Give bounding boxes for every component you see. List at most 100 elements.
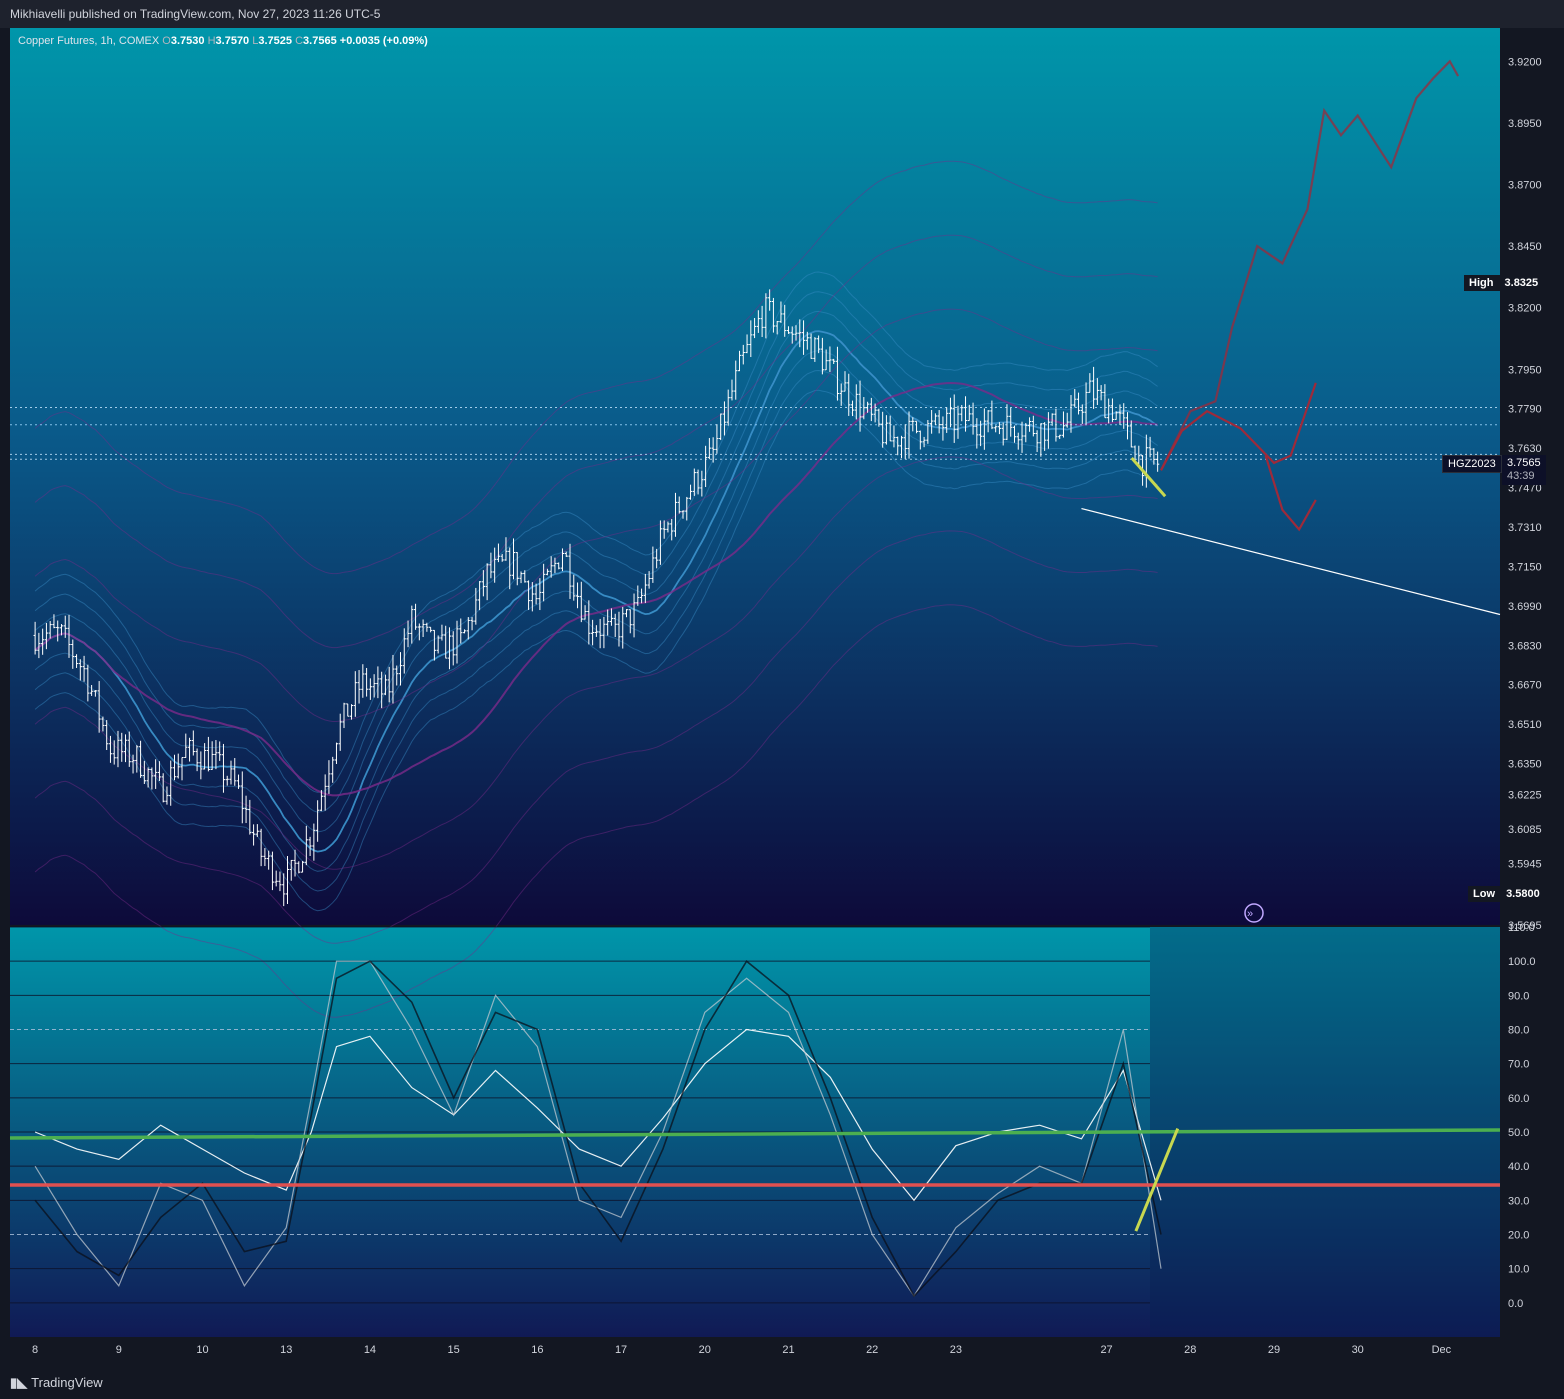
main-pane-bg xyxy=(10,28,1500,925)
osc-series-0 xyxy=(34,1028,1162,1202)
last-price: 3.7565 xyxy=(1507,457,1541,469)
price-tick-label: 3.8700 xyxy=(1508,179,1542,191)
osc-tick-label: 60.0 xyxy=(1508,1093,1529,1105)
price-tick-label: 3.6510 xyxy=(1508,719,1542,731)
change-value: +0.0035 (+0.09%) xyxy=(339,35,428,47)
close-value: 3.7565 xyxy=(303,35,337,47)
price-tick-label: 3.6990 xyxy=(1508,601,1542,613)
ribbon-band-3 xyxy=(34,330,1159,853)
tradingview-logo[interactable]: ▮◣ TradingView xyxy=(10,1375,103,1391)
ribbon-band-4 xyxy=(34,310,1158,833)
price-tick-label: 3.9200 xyxy=(1508,56,1542,68)
time-tick-label: 9 xyxy=(116,1344,122,1356)
low-marker: Low 3.5800 xyxy=(1468,886,1545,902)
open-value: 3.7530 xyxy=(170,35,205,47)
osc-tick-label: 110.0 xyxy=(1508,922,1535,934)
high-marker: High 3.8325 xyxy=(1464,275,1544,291)
green-level-line xyxy=(9,1128,1501,1140)
brand-name: TradingView xyxy=(31,1375,103,1390)
osc-tick-label: 100.0 xyxy=(1508,956,1536,968)
price-tick-label: 3.7470 xyxy=(1508,483,1542,495)
price-tick-label: 3.7150 xyxy=(1508,561,1542,573)
time-tick-label: Dec xyxy=(1432,1344,1452,1356)
replay-icon[interactable] xyxy=(1244,903,1264,923)
time-tick-label: 10 xyxy=(196,1344,208,1356)
osc-tick-label: 20.0 xyxy=(1508,1230,1529,1242)
time-tick-label: 22 xyxy=(866,1344,878,1356)
time-axis[interactable] xyxy=(0,1337,1564,1365)
trend-line xyxy=(1081,507,1501,616)
envelope-band-1 xyxy=(34,530,1158,944)
osc-tick-label: 50.0 xyxy=(1508,1127,1529,1139)
envelope-band-6 xyxy=(34,160,1158,575)
publish-info: Mikhiavelli published on TradingView.com… xyxy=(10,7,381,21)
low-marker-label: Low xyxy=(1473,888,1495,900)
ticker-name: HGZ2023 xyxy=(1448,458,1496,470)
publish-bar: Mikhiavelli published on TradingView.com… xyxy=(0,0,1564,28)
ticker-tag: HGZ2023 xyxy=(1442,455,1502,473)
osc-tick-label: 70.0 xyxy=(1508,1059,1529,1071)
time-tick-label: 13 xyxy=(280,1344,292,1356)
low-marker-value: 3.5800 xyxy=(1506,888,1540,900)
high-marker-label: High xyxy=(1469,277,1494,289)
bullish-forecast-path xyxy=(1160,59,1460,471)
time-tick-label: 29 xyxy=(1268,1344,1280,1356)
left-margin xyxy=(0,28,10,1365)
osc-tick-label: 90.0 xyxy=(1508,990,1529,1002)
low-value: 3.7525 xyxy=(258,35,293,47)
price-axis[interactable] xyxy=(1500,28,1564,1365)
footer: ▮◣ TradingView xyxy=(0,1365,1564,1399)
osc-tick-label: 30.0 xyxy=(1508,1195,1529,1207)
yellow-drawing xyxy=(1130,457,1167,498)
time-tick-label: 27 xyxy=(1100,1344,1112,1356)
time-tick-label: 16 xyxy=(531,1344,543,1356)
time-tick-label: 28 xyxy=(1184,1344,1196,1356)
high-label: H xyxy=(207,35,216,47)
time-tick-label: 30 xyxy=(1352,1344,1364,1356)
price-tick-label: 3.8950 xyxy=(1508,118,1542,130)
osc-series-1 xyxy=(34,960,1162,1298)
bearish-forecast-path xyxy=(1264,455,1317,532)
osc-tick-label: 80.0 xyxy=(1508,1025,1529,1037)
last-price-tag: 3.7565 43:39 xyxy=(1502,455,1546,485)
price-tick-label: 3.7950 xyxy=(1508,364,1542,376)
osc-tick-label: 40.0 xyxy=(1508,1161,1529,1173)
osc-tick-label: 10.0 xyxy=(1508,1264,1529,1276)
price-tick-label: 3.6225 xyxy=(1508,789,1542,801)
high-marker-value: 3.8325 xyxy=(1504,277,1539,289)
low-label: L xyxy=(252,35,259,47)
replay-arrow-icon: » xyxy=(1247,908,1253,920)
envelope-band-0 xyxy=(34,604,1158,1018)
osc-yellow-drawing xyxy=(1134,1128,1180,1232)
price-tick-label: 3.6350 xyxy=(1508,759,1542,771)
price-tick-label: 3.6830 xyxy=(1508,640,1542,652)
time-tick-label: 17 xyxy=(615,1344,627,1356)
tv-icon: ▮◣ xyxy=(10,1375,28,1390)
price-tick-label: 3.6085 xyxy=(1508,824,1542,836)
open-label: O xyxy=(162,35,171,47)
price-tick-label: 3.6670 xyxy=(1508,680,1542,692)
time-tick-label: 15 xyxy=(448,1344,460,1356)
price-tick-label: 3.7790 xyxy=(1508,404,1542,416)
time-tick-label: 21 xyxy=(782,1344,794,1356)
price-tick-label: 3.5695 xyxy=(1508,920,1542,932)
bar-countdown: 43:39 xyxy=(1507,470,1535,482)
symbol-name: Copper Futures, 1h, COMEX xyxy=(18,35,160,47)
price-tick-label: 3.8450 xyxy=(1508,241,1542,253)
range-forecast-path xyxy=(1160,382,1317,471)
symbol-legend: Copper Futures, 1h, COMEX O3.7530 H3.757… xyxy=(18,35,428,47)
price-tick-label: 3.5945 xyxy=(1508,858,1542,870)
price-tick-label: 3.7630 xyxy=(1508,443,1542,455)
ribbon-band-2 xyxy=(34,350,1158,872)
close-label: C xyxy=(295,35,304,47)
time-tick-label: 20 xyxy=(699,1344,711,1356)
time-tick-label: 14 xyxy=(364,1344,376,1356)
envelope-band-2 xyxy=(34,456,1158,870)
high-value: 3.7570 xyxy=(215,35,250,47)
envelope-band-4 xyxy=(34,308,1158,722)
price-tick-label: 3.7310 xyxy=(1508,522,1542,534)
price-tick-label: 3.8200 xyxy=(1508,303,1542,315)
ribbon-band-0 xyxy=(34,389,1158,912)
envelope-band-5 xyxy=(34,234,1158,649)
